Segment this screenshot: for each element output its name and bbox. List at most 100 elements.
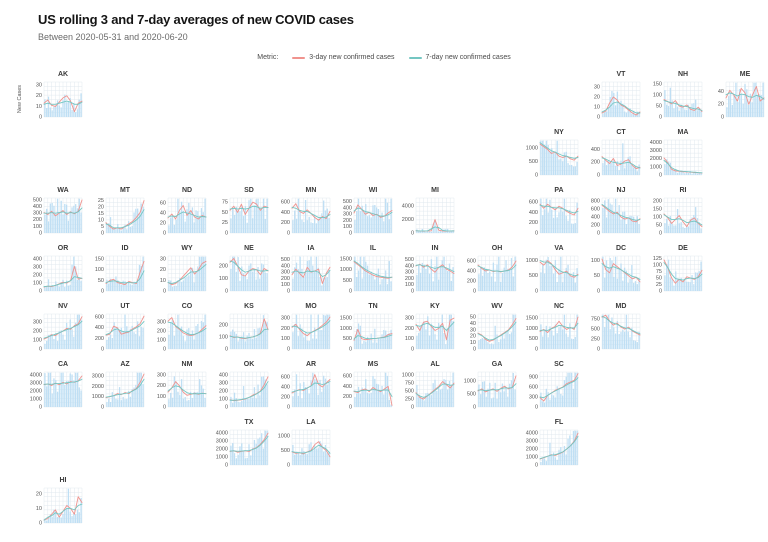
state-chart-VT: VT 0 10 20 30 [580,70,642,128]
y-tick-label: 40 [718,89,724,95]
state-plot: 0 100 200 [219,255,269,294]
y-tick-label: 20 [36,491,42,497]
state-chart-OR: OR 0 100 200 300 400 [22,244,84,302]
state-title: MT [119,187,131,194]
y-tick-label: 0 [225,288,228,294]
state-chart-IL: IL 0 500 1000 1500 [332,244,394,302]
y-tick-label: 100 [33,224,42,230]
7-day-line-swatch-icon [408,56,422,59]
y-tick-label: 1500 [526,316,538,322]
state-chart-RI: RI 0 50 100 150 200 [642,186,704,244]
y-tick-label: 100 [405,336,414,342]
3-day-line-swatch-icon [292,56,306,59]
y-tick-label: 4000 [650,140,662,146]
state-chart-ND: ND 0 20 40 60 [146,186,208,244]
state-plot: 0 1000 2000 3000 [92,371,145,410]
y-tick-label: 20 [160,220,166,226]
y-tick-label: 200 [529,220,538,226]
y-tick-label: 0 [597,114,600,120]
y-tick-label: 300 [219,381,228,387]
y-tick-label: 20 [470,334,476,340]
state-title: ND [181,187,193,194]
y-tick-label: 5 [101,224,104,230]
state-title: MS [367,361,379,368]
y-tick-label: 500 [33,197,42,203]
y-tick-label: 10 [36,506,42,512]
y-tick-label: 100 [219,276,228,282]
y-tick-label: 2000 [650,156,662,162]
y-tick-label: 200 [157,383,166,389]
y-tick-label: 1000 [340,267,352,273]
legend: Metric: 3-day new confirmed cases 7-day … [0,54,768,61]
state-chart-SD: SD 0 25 50 75 [208,186,270,244]
y-tick-label: 125 [653,256,662,262]
y-tick-label: 400 [33,204,42,210]
state-chart-VA: VA 0 500 1000 [518,244,580,302]
y-tick-label: 30 [594,84,600,90]
y-tick-label: 500 [529,273,538,279]
y-tick-label: 400 [529,210,538,216]
state-chart-MS: MS 0 200 400 600 [332,360,394,418]
y-tick-label: 100 [653,215,662,221]
state-chart-CO: CO 0 100 200 300 [146,302,208,360]
y-tick-label: 1000 [402,373,414,379]
state-chart-AK: AK 0 10 20 30 [22,70,84,128]
state-chart-UT: UT 0 200 400 600 [84,302,146,360]
y-tick-label: 300 [343,212,352,218]
y-tick-label: 400 [591,215,600,221]
state-title: WY [181,245,193,252]
y-tick-label: 50 [656,275,662,281]
state-title: AZ [120,361,130,368]
y-tick-label: 400 [405,263,414,269]
y-tick-label: 500 [343,199,352,205]
state-plot: 0 200 400 [591,139,641,178]
y-tick-label: 0 [597,230,600,236]
y-tick-label: 0 [39,288,42,294]
y-tick-label: 20 [36,93,42,99]
y-tick-label: 750 [405,381,414,387]
y-tick-label: 10 [36,104,42,110]
state-chart-MI: MI 0 2000 4000 [394,186,456,244]
y-tick-label: 15 [98,211,104,217]
state-plot: 0 200 400 600 [95,313,145,352]
y-tick-label: 100 [33,280,42,286]
y-tick-label: 1000 [526,258,538,264]
state-chart-MN: MN 0 200 400 600 [270,186,332,244]
y-tick-label: 500 [343,278,352,284]
state-title: FL [554,419,564,426]
y-tick-label: 0 [721,114,724,120]
y-tick-label: 300 [405,270,414,276]
y-tick-label: 300 [281,316,290,322]
y-tick-label: 2000 [526,447,538,453]
y-tick-label: 100 [219,396,228,402]
state-title: NJ [616,187,626,194]
state-plot: 0 10 20 30 [594,81,641,120]
y-tick-label: 200 [281,220,290,226]
state-chart-MT: MT 0 5 10 15 20 25 [84,186,146,244]
state-title: MA [677,129,689,136]
y-tick-label: 200 [33,217,42,223]
y-tick-label: 250 [405,396,414,402]
legend-label: Metric: [257,54,279,61]
y-tick-label: 1000 [650,164,662,170]
y-tick-label: 400 [219,373,228,379]
y-tick-label: 1500 [340,316,352,322]
state-plot: 0 10 20 [36,487,83,526]
state-plot: 0 500 1000 [464,371,517,410]
y-tick-label: 600 [591,207,600,213]
y-tick-label: 75 [656,269,662,275]
y-tick-label: 0 [225,462,228,468]
state-title: TN [368,303,378,310]
state-chart-AL: AL 0 250 500 750 1000 [394,360,456,418]
y-tick-label: 300 [157,320,166,326]
state-plot: 0 50 100 150 [653,82,703,120]
state-plot: 0 500 1000 1500 [340,255,393,294]
y-tick-label: 1000 [340,326,352,332]
state-chart-WI: WI 0 100 200 300 400 500 [332,186,394,244]
state-title: AK [57,71,69,78]
y-tick-label: 0 [411,404,414,410]
